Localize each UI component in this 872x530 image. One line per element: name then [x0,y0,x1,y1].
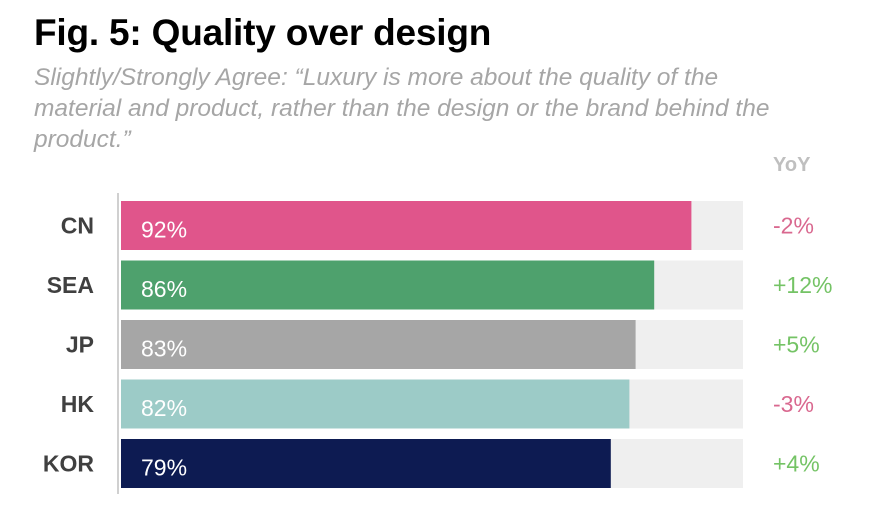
value-label-sea: 86% [141,276,187,302]
yoy-label-cn: -2% [773,213,814,239]
bar-hk [121,379,630,429]
category-label-kor: KOR [43,451,95,477]
bar-sea [121,260,655,310]
yoy-label-sea: +12% [773,272,832,298]
value-label-jp: 83% [141,336,187,362]
yoy-label-kor: +4% [773,451,820,477]
category-label-jp: JP [66,332,94,358]
bar-jp [121,320,636,369]
bar-cn [121,201,692,250]
bar-kor [121,439,611,488]
chart-subtitle: Slightly/Strongly Agree: “Luxury is more… [34,64,770,153]
yoy-label-jp: +5% [773,332,820,358]
category-label-hk: HK [61,391,95,417]
yoy-column-header: YoY [773,154,811,176]
category-label-sea: SEA [47,272,94,298]
yoy-label-hk: -3% [773,391,814,417]
value-label-kor: 79% [141,455,187,481]
value-label-hk: 82% [141,395,187,421]
chart-title: Fig. 5: Quality over design [34,12,492,53]
value-label-cn: 92% [141,217,187,243]
category-label-cn: CN [61,213,94,239]
